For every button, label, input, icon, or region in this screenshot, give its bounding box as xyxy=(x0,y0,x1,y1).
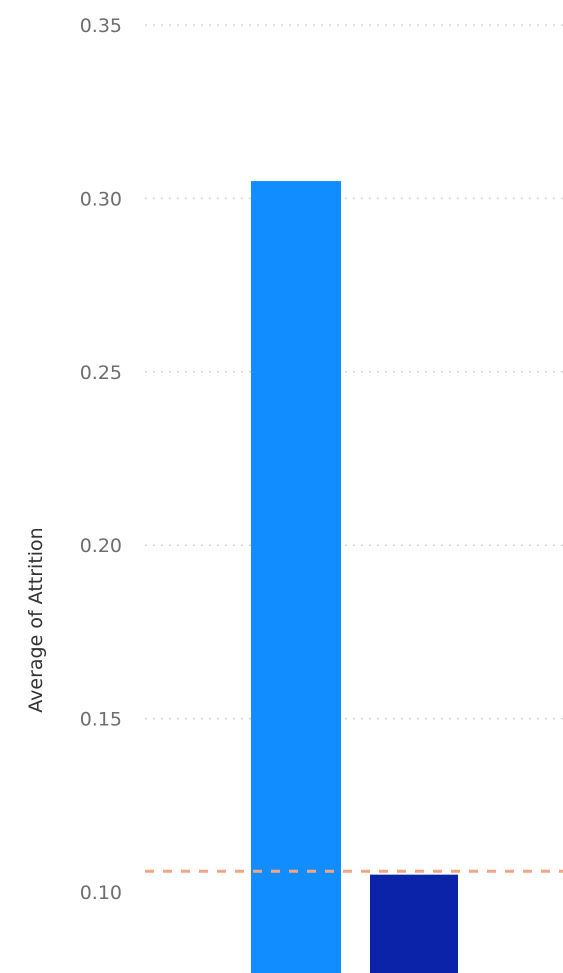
y-tick-label: 0.20 xyxy=(80,535,122,557)
y-tick-label: 0.30 xyxy=(80,188,122,210)
y-axis-ticks: 0.35 0.30 0.25 0.20 0.15 0.10 xyxy=(80,15,122,904)
y-tick-label: 0.35 xyxy=(80,15,122,37)
bar-2[interactable] xyxy=(370,874,458,973)
y-tick-label: 0.15 xyxy=(80,709,122,731)
bars xyxy=(251,181,458,973)
y-axis-title: Average of Attrition xyxy=(25,527,47,712)
y-tick-label: 0.25 xyxy=(80,362,122,384)
bar-1[interactable] xyxy=(251,181,341,973)
y-tick-label: 0.10 xyxy=(80,882,122,904)
gridlines xyxy=(145,24,563,720)
